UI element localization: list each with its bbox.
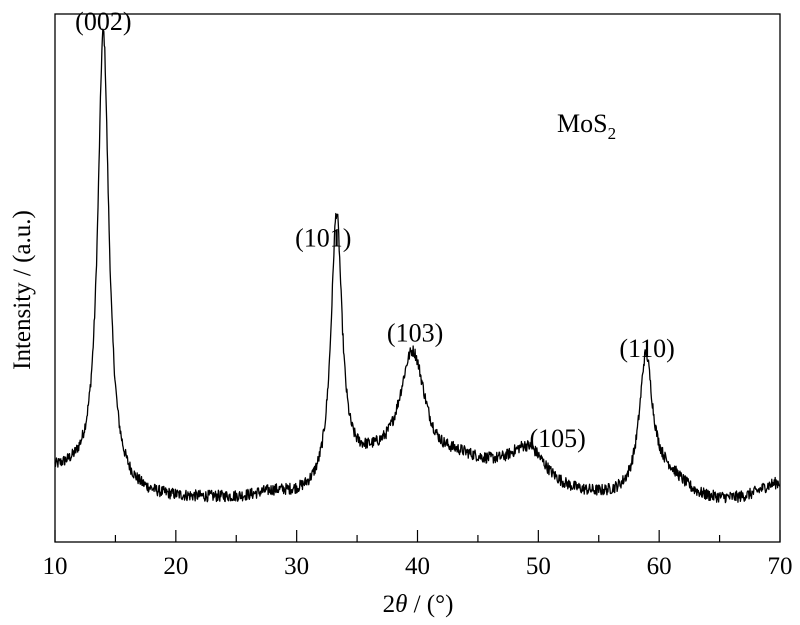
x-axis-label-symbol: θ bbox=[395, 591, 407, 618]
x-axis-label-suffix: / (°) bbox=[407, 591, 453, 618]
x-tick-label: 50 bbox=[526, 553, 551, 580]
x-tick-label: 10 bbox=[43, 553, 68, 580]
x-tick-label: 20 bbox=[163, 553, 188, 580]
peak-label: (110) bbox=[619, 334, 674, 363]
x-tick-label: 40 bbox=[405, 553, 430, 580]
x-tick-label: 60 bbox=[647, 553, 672, 580]
y-axis-label: Intensity / (a.u.) bbox=[9, 210, 36, 370]
series-label-main: MoS bbox=[557, 109, 608, 138]
x-axis-label: 2θ / (°) bbox=[383, 591, 454, 618]
x-ticks: 10 20 30 40 50 60 70 bbox=[43, 530, 793, 580]
peak-label: (002) bbox=[75, 7, 131, 36]
plot-frame bbox=[54, 13, 781, 543]
xrd-series-line bbox=[54, 28, 781, 504]
peak-label: (103) bbox=[387, 318, 443, 347]
peak-label: (101) bbox=[295, 223, 351, 252]
x-tick-label: 70 bbox=[768, 553, 793, 580]
peak-labels: (002) (101) (103) (105) (110) bbox=[75, 7, 675, 453]
peak-label: (105) bbox=[530, 424, 586, 453]
series-label: MoS2 bbox=[557, 109, 616, 143]
x-axis-label-prefix: 2 bbox=[383, 591, 396, 618]
x-tick-label: 30 bbox=[284, 553, 309, 580]
axes bbox=[54, 13, 781, 543]
series-label-sub: 2 bbox=[608, 124, 617, 143]
